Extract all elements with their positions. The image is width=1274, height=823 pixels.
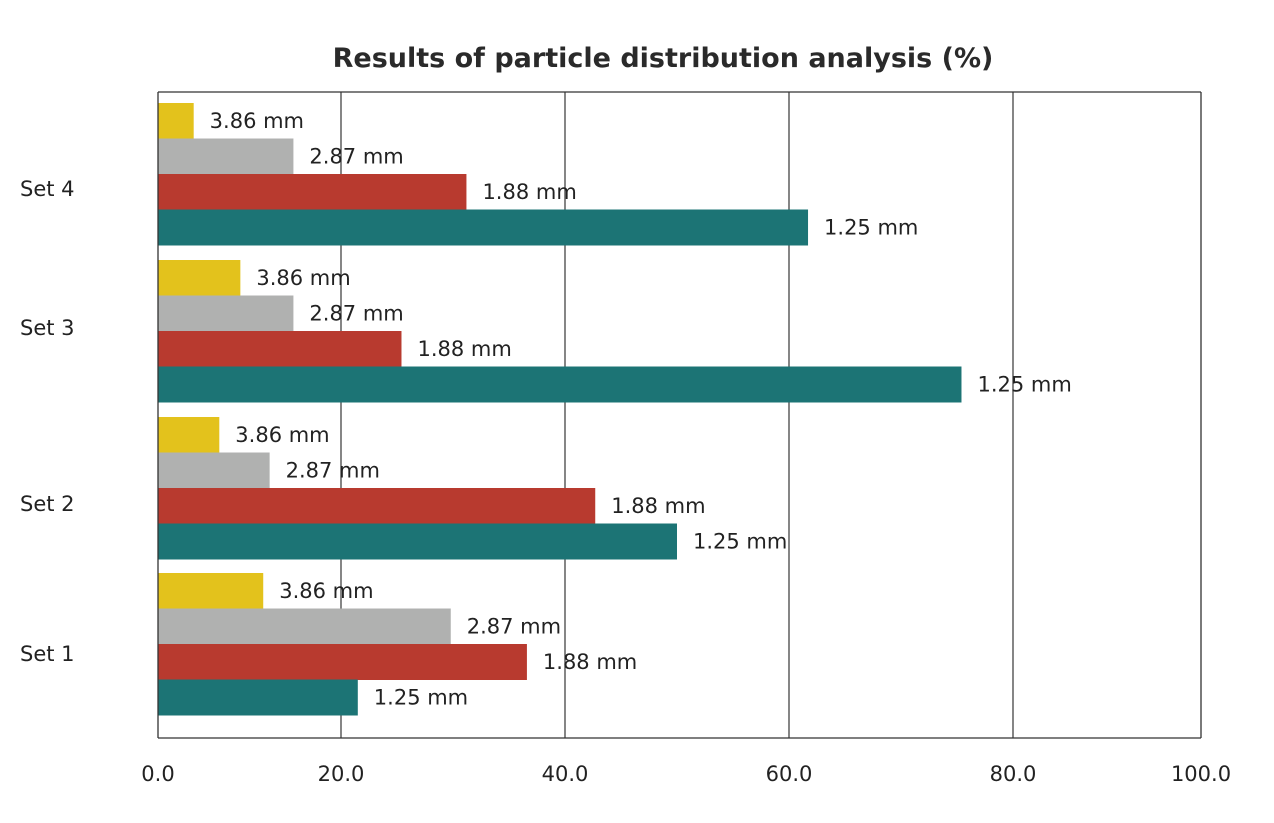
bar: [158, 523, 677, 560]
bar-label: 2.87 mm: [309, 145, 403, 169]
chart-title: Results of particle distribution analysi…: [333, 43, 994, 74]
bar-label: 1.88 mm: [611, 494, 705, 518]
bar: [158, 644, 527, 680]
bar-label: 3.86 mm: [256, 266, 350, 290]
bar: [158, 260, 241, 296]
bar: [158, 679, 358, 716]
bar: [158, 366, 962, 403]
bar-label: 1.88 mm: [543, 650, 637, 674]
bar-label: 2.87 mm: [286, 459, 380, 483]
bar-label: 3.86 mm: [235, 423, 329, 447]
bar: [158, 209, 809, 246]
bar: [158, 138, 294, 175]
bar: [158, 417, 220, 453]
bar-label: 1.25 mm: [693, 530, 787, 554]
x-tick-label: 100.0: [1171, 762, 1231, 786]
bar-label: 1.88 mm: [417, 337, 511, 361]
bar: [158, 452, 270, 489]
x-tick-label: 80.0: [990, 762, 1037, 786]
category-label: Set 2: [20, 492, 75, 516]
category-label: Set 4: [20, 177, 75, 201]
x-tick-label: 40.0: [542, 762, 589, 786]
bar-label: 3.86 mm: [210, 109, 304, 133]
bar: [158, 174, 467, 210]
bar: [158, 331, 402, 367]
bar-label: 3.86 mm: [279, 579, 373, 603]
x-tick-label: 60.0: [766, 762, 813, 786]
bar-label: 1.25 mm: [824, 216, 918, 240]
bar-label: 1.88 mm: [482, 180, 576, 204]
bar: [158, 295, 294, 332]
bar-label: 2.87 mm: [467, 615, 561, 639]
bar-label: 1.25 mm: [374, 686, 468, 710]
bar-label: 2.87 mm: [309, 302, 403, 326]
bar: [158, 573, 264, 609]
category-label: Set 1: [20, 642, 75, 666]
bar: [158, 608, 451, 645]
bar: [158, 103, 194, 139]
bar-label: 1.25 mm: [977, 373, 1071, 397]
bar: [158, 488, 596, 524]
x-tick-label: 0.0: [141, 762, 174, 786]
category-label: Set 3: [20, 316, 75, 340]
x-tick-label: 20.0: [318, 762, 365, 786]
